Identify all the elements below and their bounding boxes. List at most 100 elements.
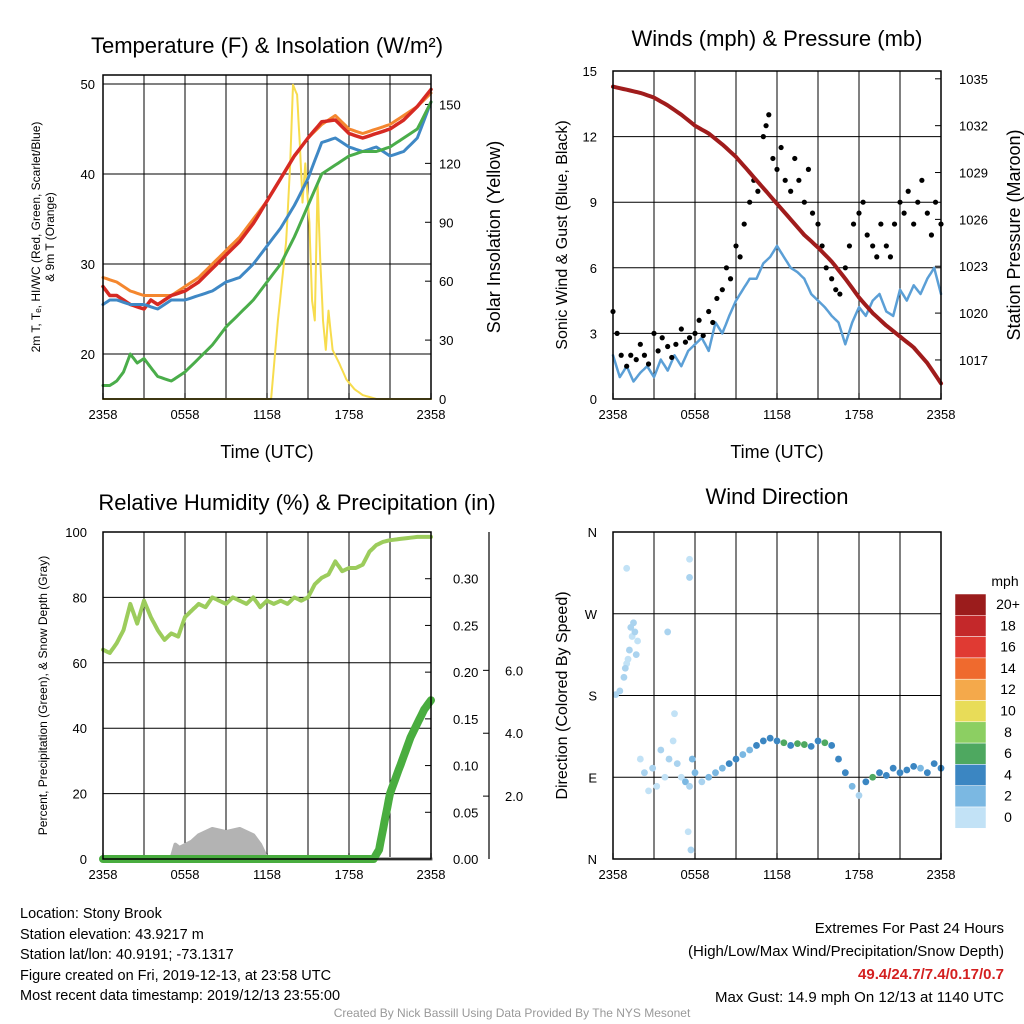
green-temperature-line <box>101 100 433 387</box>
direction-point <box>930 760 938 768</box>
extremes-title: Extremes For Past 24 Hours <box>814 920 1004 937</box>
y2-tick-label: 0.25 <box>453 618 478 633</box>
y2-tick-label: 0.00 <box>453 852 478 867</box>
sonic-wind-line <box>611 244 943 383</box>
x-tick-label: 1158 <box>253 867 281 882</box>
gust-point <box>819 243 825 249</box>
direction-point <box>686 555 693 563</box>
gust-point <box>770 155 776 162</box>
y-tick-label: 80 <box>73 590 87 605</box>
direction-point <box>766 734 774 742</box>
gust-point <box>637 341 643 347</box>
direction-point <box>896 769 904 777</box>
direction-point <box>862 778 870 786</box>
direction-point <box>753 742 760 749</box>
direction-point <box>718 764 726 772</box>
y2-tick-label: 1020 <box>959 306 988 321</box>
y2-tick-label: 1032 <box>959 119 988 134</box>
x-tick-label: 2358 <box>89 867 118 882</box>
direction-point <box>632 651 640 659</box>
y-tick-label: 20 <box>73 787 87 802</box>
y2-tick-label: 90 <box>439 215 453 230</box>
direction-point <box>759 737 767 745</box>
gust-point <box>915 199 921 205</box>
gust-point <box>692 330 698 336</box>
direction-point <box>616 687 624 695</box>
gust-point <box>874 254 880 260</box>
plot-border <box>102 531 432 860</box>
direction-point <box>917 764 924 772</box>
y-tick-label: E <box>588 770 597 785</box>
gust-point <box>792 155 798 162</box>
colorbar-swatch <box>954 678 987 701</box>
chart-title: Wind Direction <box>705 484 848 509</box>
direction-point <box>673 760 681 768</box>
colorbar-label: 10 <box>1000 703 1016 719</box>
gust-point <box>624 363 630 369</box>
x-tick-label: 0558 <box>171 407 200 422</box>
direction-point <box>691 769 699 777</box>
elevation-text: Station elevation: 43.9217 m <box>20 926 204 943</box>
y-axis-label-line: & 9m T (Orange) <box>43 192 57 282</box>
direction-point <box>841 769 849 777</box>
extremes-panel: Extremes For Past 24 Hours (High/Low/Max… <box>688 917 1004 1009</box>
direction-point <box>688 755 696 763</box>
extremes-subtitle: (High/Low/Max Wind/Precipitation/Snow De… <box>688 943 1004 960</box>
plot-border <box>612 531 942 860</box>
gust-point <box>714 295 720 302</box>
gust-point <box>870 243 876 249</box>
direction-point <box>848 782 856 790</box>
gust-point <box>782 177 788 183</box>
direction-point <box>687 846 695 854</box>
direction-point <box>621 664 629 672</box>
direction-point <box>653 782 661 790</box>
y2-tick-label: 60 <box>439 274 453 289</box>
direction-point <box>630 619 637 627</box>
wind-chart: 2358 0558 1158 1758 235803691215101710201023… <box>554 26 1024 462</box>
x-tick-label: 1158 <box>763 867 791 882</box>
direction-point <box>620 673 628 681</box>
direction-point <box>665 755 673 763</box>
chart-title: Temperature (F) & Insolation (W/m²) <box>91 33 443 58</box>
gust-point <box>741 221 747 227</box>
direction-point <box>686 574 693 581</box>
x-tick-label: 1758 <box>335 867 364 882</box>
max-gust-text: Max Gust: 14.9 mph On 12/13 at 1140 UTC <box>714 989 1004 1006</box>
y-axis-label: Direction (Colored By Speed) <box>554 591 571 799</box>
y2-tick-label: 1035 <box>959 72 988 87</box>
pressure-line <box>611 84 943 386</box>
gust-point <box>928 232 935 238</box>
x-tick-label: 1758 <box>845 407 874 422</box>
extremes-values: 49.4/24.7/7.4/0.17/0.7 <box>858 966 1004 983</box>
gust-point <box>655 348 661 354</box>
y2-tick-label: 0 <box>439 392 446 407</box>
direction-point <box>712 769 719 777</box>
colorbar-swatch <box>954 657 987 680</box>
colorbar-label: 16 <box>1000 639 1016 655</box>
direction-point <box>807 742 815 750</box>
direction-point <box>698 778 706 786</box>
colorbar-label: 14 <box>1000 660 1016 676</box>
colorbar-label: 4 <box>1004 766 1012 782</box>
direction-point <box>645 787 652 795</box>
x-tick-label: 2358 <box>927 867 956 882</box>
gust-point <box>628 352 634 358</box>
direction-point <box>664 628 672 636</box>
gust-point <box>829 276 835 282</box>
x-axis-label: Time (UTC) <box>730 442 823 462</box>
direction-point <box>732 755 740 763</box>
gust-point <box>723 265 730 271</box>
colorbar-label: 2 <box>1004 788 1012 804</box>
colorbar-label: 0 <box>1004 809 1012 825</box>
direction-point <box>661 773 669 781</box>
colorbar-label: 18 <box>1000 617 1016 633</box>
gust-point <box>833 287 839 293</box>
gust-point <box>747 199 753 205</box>
direction-point <box>882 772 890 779</box>
y-tick-label: 30 <box>81 257 95 272</box>
x-tick-label: 2358 <box>927 407 956 422</box>
colorbar-swatch <box>954 764 987 786</box>
direction-point <box>623 564 631 572</box>
gust-point <box>641 352 648 358</box>
